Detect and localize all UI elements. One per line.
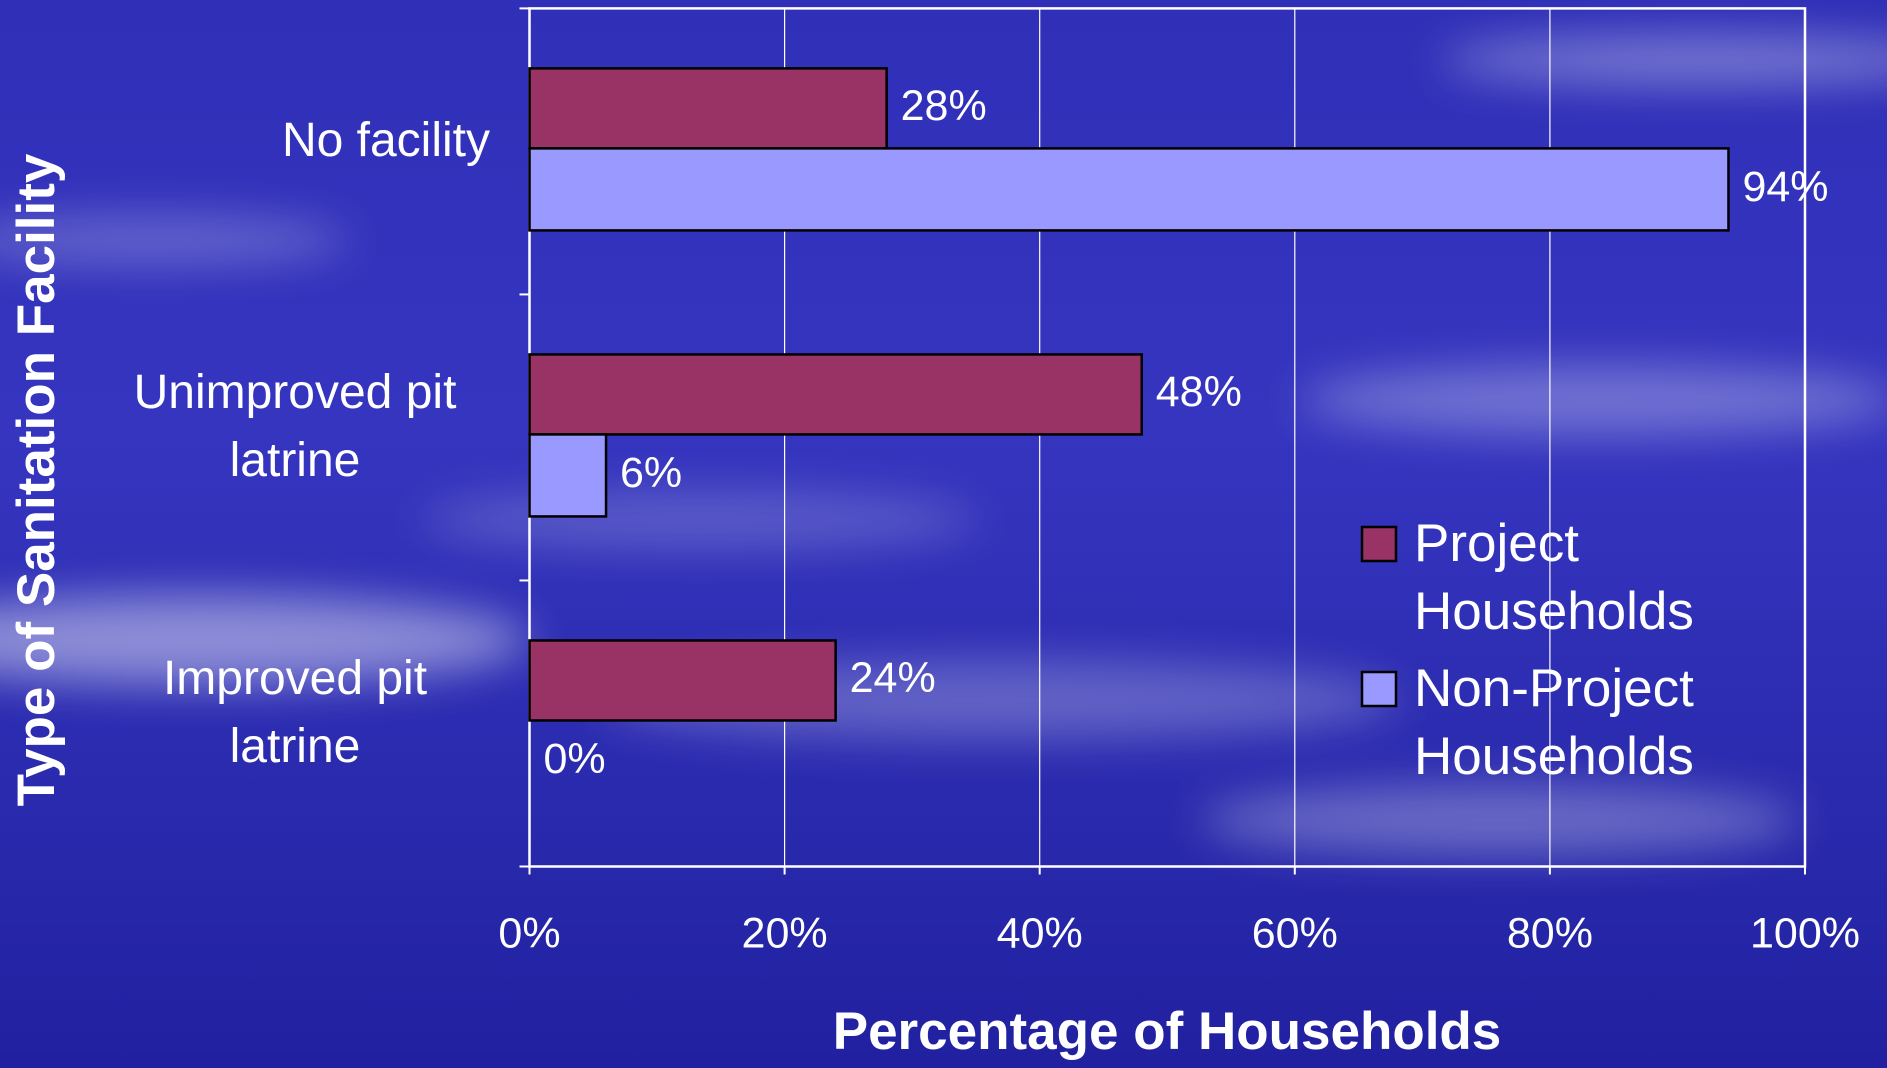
legend-swatch — [1360, 525, 1398, 563]
bar — [528, 353, 1143, 436]
value-label: 28% — [901, 82, 987, 130]
value-label: 6% — [620, 449, 682, 497]
bar — [528, 147, 1730, 232]
x-tick-label: 60% — [1252, 909, 1338, 957]
bar — [528, 433, 608, 518]
category-label: Unimproved pit latrine — [133, 366, 457, 488]
x-tick-label: 20% — [742, 909, 828, 957]
x-tick-label: 40% — [997, 909, 1083, 957]
legend-label: Project Households — [1414, 514, 1694, 641]
value-label: 94% — [1742, 163, 1828, 211]
category-label: No facility — [281, 114, 490, 168]
x-tick-label: 0% — [498, 909, 560, 957]
value-label: 0% — [544, 735, 606, 783]
category-label: Improved pit latrine — [162, 652, 428, 774]
value-label: 48% — [1156, 368, 1242, 416]
value-label: 24% — [850, 654, 936, 702]
x-tick-label: 80% — [1507, 909, 1593, 957]
legend-label: Non-Project Households — [1414, 659, 1694, 786]
bar — [528, 639, 837, 722]
legend-swatch — [1360, 670, 1398, 708]
x-tick-label: 100% — [1750, 909, 1860, 957]
y-axis-title: Type of Sanitation Facility — [7, 153, 66, 806]
x-axis-title: Percentage of Households — [833, 1002, 1502, 1061]
bar — [528, 67, 888, 150]
